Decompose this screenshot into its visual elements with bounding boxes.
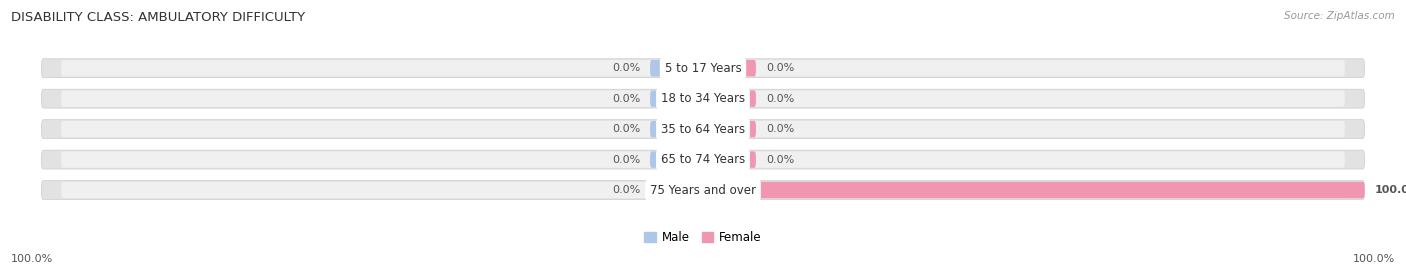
Text: 0.0%: 0.0% xyxy=(612,63,640,73)
Text: 0.0%: 0.0% xyxy=(766,63,794,73)
FancyBboxPatch shape xyxy=(650,182,703,198)
FancyBboxPatch shape xyxy=(62,121,1344,137)
Text: 35 to 64 Years: 35 to 64 Years xyxy=(661,123,745,136)
FancyBboxPatch shape xyxy=(62,151,1344,168)
FancyBboxPatch shape xyxy=(703,90,756,107)
FancyBboxPatch shape xyxy=(41,150,1365,169)
FancyBboxPatch shape xyxy=(62,90,1344,107)
Text: 0.0%: 0.0% xyxy=(612,185,640,195)
FancyBboxPatch shape xyxy=(41,180,1365,200)
FancyBboxPatch shape xyxy=(703,121,756,137)
Text: 75 Years and over: 75 Years and over xyxy=(650,183,756,197)
FancyBboxPatch shape xyxy=(650,151,703,168)
Text: 100.0%: 100.0% xyxy=(1375,185,1406,195)
Text: 0.0%: 0.0% xyxy=(766,155,794,165)
Text: 5 to 17 Years: 5 to 17 Years xyxy=(665,62,741,75)
Text: 100.0%: 100.0% xyxy=(11,254,53,264)
FancyBboxPatch shape xyxy=(41,59,1365,78)
FancyBboxPatch shape xyxy=(41,89,1365,108)
FancyBboxPatch shape xyxy=(703,182,1365,198)
FancyBboxPatch shape xyxy=(650,90,703,107)
FancyBboxPatch shape xyxy=(41,120,1365,139)
Text: 18 to 34 Years: 18 to 34 Years xyxy=(661,92,745,105)
Text: 0.0%: 0.0% xyxy=(766,124,794,134)
Legend: Male, Female: Male, Female xyxy=(640,227,766,249)
FancyBboxPatch shape xyxy=(62,60,1344,76)
FancyBboxPatch shape xyxy=(62,182,1344,198)
FancyBboxPatch shape xyxy=(650,60,703,76)
FancyBboxPatch shape xyxy=(703,60,756,76)
Text: 0.0%: 0.0% xyxy=(612,155,640,165)
FancyBboxPatch shape xyxy=(650,121,703,137)
Text: 0.0%: 0.0% xyxy=(766,94,794,104)
Text: 100.0%: 100.0% xyxy=(1353,254,1395,264)
Text: 65 to 74 Years: 65 to 74 Years xyxy=(661,153,745,166)
Text: DISABILITY CLASS: AMBULATORY DIFFICULTY: DISABILITY CLASS: AMBULATORY DIFFICULTY xyxy=(11,11,305,24)
Text: Source: ZipAtlas.com: Source: ZipAtlas.com xyxy=(1284,11,1395,21)
Text: 0.0%: 0.0% xyxy=(612,94,640,104)
Text: 0.0%: 0.0% xyxy=(612,124,640,134)
FancyBboxPatch shape xyxy=(703,151,756,168)
